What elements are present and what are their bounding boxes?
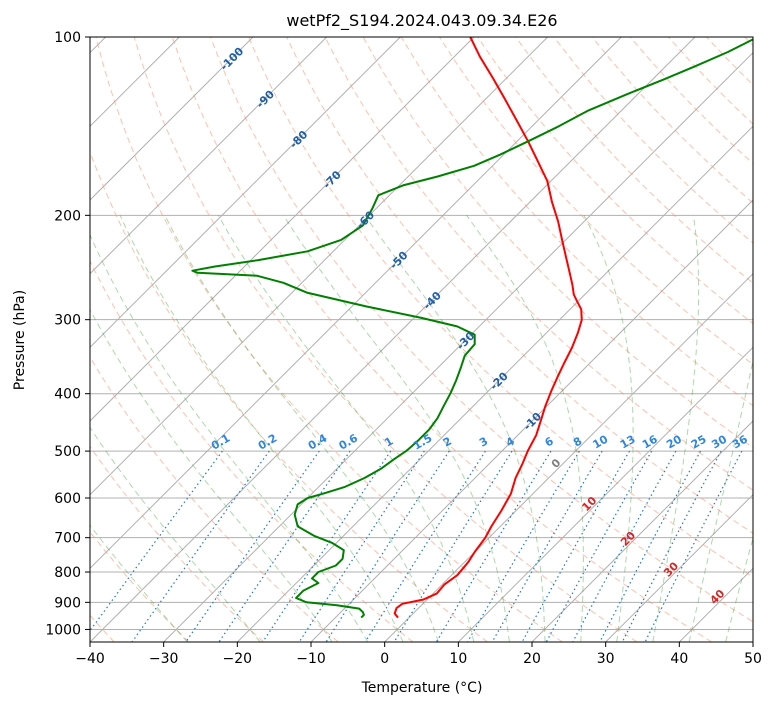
isotherm-gridline [384,272,753,642]
mixing-ratio-line [644,450,743,642]
isotherm-gridline [163,51,753,642]
x-tick-label: 40 [670,651,688,667]
mixing-ratio-line [491,450,603,642]
mixing-ratio-line [435,450,552,642]
moist-adiabat [652,215,700,642]
isotherm-gridline [90,37,328,275]
dry-adiabat [324,37,753,491]
dry-adiabat [515,37,753,284]
y-tick-label: 500 [54,444,81,460]
y-axis-title: Pressure (hPa) [12,290,28,390]
x-tick-label: 0 [380,651,389,667]
mixing-ratio-line [298,450,425,642]
x-tick-label: −20 [223,651,253,667]
x-tick-label: −10 [296,651,326,667]
y-tick-label: 400 [54,387,81,403]
isotherm-gridline [90,37,622,570]
dry-adiabat [95,37,563,642]
dry-adiabat [90,445,264,642]
y-tick-label: 700 [54,531,81,547]
x-tick-label: −30 [149,651,179,667]
plot-frame [89,36,754,643]
isotherm-gridline [605,493,753,642]
isotherm-gridline [531,420,753,642]
isotherm-gridline [90,37,401,349]
moist-adiabat [217,215,475,642]
x-tick-label: −40 [75,651,105,667]
x-axis: −40 −30 −20 −10 0 10 20 30 40 50 [75,642,762,667]
mixing-ratio-line [621,450,722,642]
dewpoint-profile-line [191,38,753,619]
mixing-ratio-line [262,450,392,642]
y-tick-label: 600 [54,491,81,507]
moist-adiabat [119,215,404,642]
isotherm-gridline [752,641,753,642]
mixing-ratio-line [599,450,702,642]
moist-adiabat [90,426,261,642]
dry-adiabat [248,37,753,578]
mixing-ratio-line [325,450,450,642]
isotherm-gridline [457,346,753,642]
moist-adiabat [283,215,510,642]
x-tick-label: 10 [449,651,467,667]
mixing-ratio-line [218,450,351,642]
y-tick-label: 900 [54,595,81,611]
y-axis: 100 200 300 400 500 600 700 800 900 1000 [45,30,90,638]
moist-adiabat [164,215,439,642]
isotherm-gridline [90,37,254,201]
isotherm-gridline [90,37,475,422]
x-tick-label: 20 [523,651,541,667]
y-tick-label: 200 [54,208,81,224]
mixing-ratio-line [466,450,580,642]
isotherm-gridline [90,37,696,642]
mixing-ratio-line [90,450,223,632]
mixing-ratio-line [545,450,653,642]
mixing-ratio-line [572,450,677,642]
y-tick-label: 100 [54,30,81,46]
dry-adiabat [210,37,753,623]
temperature-profile-line [393,37,583,619]
mixing-ratio-line [521,450,631,642]
x-tick-label: 50 [744,651,762,667]
moist-adiabat [466,215,584,642]
y-tick-label: 300 [54,313,81,329]
reference-lines [90,37,753,642]
x-axis-title: Temperature (°C) [361,680,483,696]
series-layer [191,37,753,619]
moist-adiabat [583,215,634,642]
y-tick-label: 1000 [45,622,81,638]
isotherm-gridline [236,125,753,642]
moist-adiabat [90,233,369,642]
dry-adiabat [171,37,712,642]
dry-adiabat [286,37,753,534]
x-tick-label: 30 [597,651,615,667]
moist-adiabat [90,308,333,642]
chart-title: wetPf2_S194.2024.043.09.34.E26 [286,11,557,31]
isotherm-gridline [90,37,549,496]
dry-adiabat [90,356,339,642]
dry-adiabat [133,37,638,642]
plot-background [90,37,753,642]
y-tick-label: 800 [54,565,81,581]
dry-adiabat [90,259,414,642]
moist-adiabat [364,215,546,642]
